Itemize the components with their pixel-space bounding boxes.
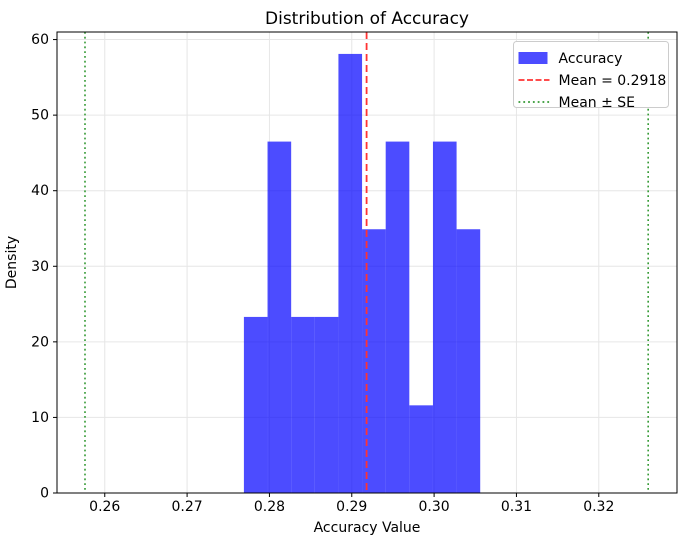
x-axis-label: Accuracy Value — [314, 520, 421, 536]
y-tick-label: 60 — [31, 32, 49, 48]
legend-swatch-accuracy — [518, 52, 548, 64]
legend-box — [513, 41, 669, 108]
histogram-bar — [456, 229, 481, 493]
plot-border — [56, 31, 678, 494]
x-tick-label: 0.31 — [501, 499, 532, 515]
histogram-bar — [362, 229, 386, 493]
histogram-bar — [409, 405, 433, 493]
x-tick-label: 0.32 — [583, 499, 614, 515]
histogram-bar — [314, 316, 339, 493]
y-tick-label: 30 — [31, 259, 49, 275]
histogram-bar — [338, 53, 363, 494]
chart-title: Distribution of Accuracy — [265, 9, 469, 29]
x-tick-label: 0.27 — [172, 499, 203, 515]
y-axis-label: Density — [4, 236, 20, 289]
x-tick-label: 0.28 — [254, 499, 285, 515]
x-tick-label: 0.29 — [336, 499, 367, 515]
bars-layer — [243, 53, 481, 494]
y-tick-label: 50 — [31, 108, 49, 124]
y-tick-label: 0 — [40, 486, 49, 502]
y-tick-label: 20 — [31, 334, 49, 350]
histogram-bar — [243, 316, 268, 493]
legend-item-label: Mean = 0.2918 — [559, 73, 667, 89]
x-tick-label: 0.30 — [419, 499, 450, 515]
histogram-bar — [267, 141, 292, 493]
legend: Accuracy Mean = 0.2918 Mean ± SE — [513, 41, 669, 111]
axes-layer: 0.26 0.27 0.28 0.29 0.30 0.31 0.32 0 10 20 30 40 50 6… — [31, 31, 678, 515]
histogram-bar — [385, 141, 410, 493]
histogram-bar — [291, 316, 315, 493]
y-tick-label: 40 — [31, 183, 49, 199]
x-tick-label: 0.26 — [89, 499, 120, 515]
lines-layer — [84, 32, 649, 493]
legend-item-label: Accuracy — [559, 51, 623, 67]
y-tick-label: 10 — [31, 410, 49, 426]
legend-item-label: Mean ± SE — [559, 95, 636, 111]
histogram-bar — [432, 141, 457, 493]
